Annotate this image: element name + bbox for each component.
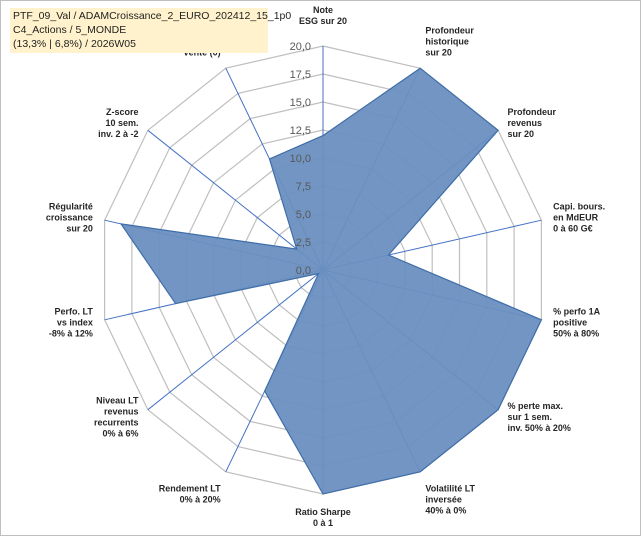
tick-label: 0,0 [296,265,311,277]
axis-label: Volatilité LT inversée 40% à 0% [425,484,475,516]
area-layer [119,67,543,495]
title-box: PTF_09_Val / ADAMCroissance_2_EURO_20241… [10,8,291,53]
tick-label: 5,0 [296,209,311,221]
tick-label: 2,5 [296,237,311,249]
tick-label: 10,0 [290,153,311,165]
tick-label: 20,0 [290,41,311,53]
title-line-3: (13,3% | 6,8%) / 2026W05 [13,38,136,50]
tick-label: 17,5 [290,69,311,81]
tick-label: 7,5 [296,181,311,193]
axis-label: Ratio Sharpe 0 à 1 [295,507,351,528]
series-area [119,67,543,495]
title-line-1: PTF_09_Val / ADAMCroissance_2_EURO_20241… [13,10,292,22]
axis-label: % perfo 1A positive 50% à 80% [553,307,601,339]
axis-label: Profondeur revenus sur 20 [508,107,557,139]
title-line-2: C4_Actions / 5_MONDE [13,24,127,36]
tick-label: 12,5 [290,125,311,137]
axis-label: Profondeur historique sur 20 [425,25,474,57]
tick-layer: 0,0 2,5 5,0 7,5 10,0 12,5 15,0 17,5 20,0 [290,41,311,277]
axis-label: Niveau LT revenus recurrents 0% à 6% [94,396,139,439]
axis-label: Z-score 10 sem. inv. 2 à -2 [98,107,138,139]
axis-label: Rendement LT 0% à 20% [159,484,221,505]
axis-label: Régularité croissance sur 20 [46,202,93,234]
axis-label: % perte max. sur 1 sem. inv. 50% à 20% [508,401,571,433]
axis-spoke [147,129,324,271]
tick-label: 15,0 [290,97,311,109]
axis-label: Perfo. LT vs index -8% à 12% [49,307,94,339]
axis-spoke [147,269,324,411]
axis-label: Note ESG sur 20 [299,5,347,26]
axis-label: Capi. bours. en MdEUR 0 à 60 G€ [553,202,605,234]
